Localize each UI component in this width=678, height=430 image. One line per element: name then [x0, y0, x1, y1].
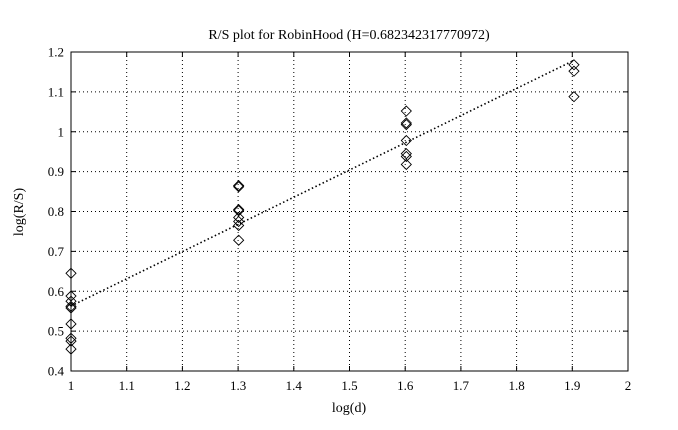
data-point [400, 148, 412, 160]
x-tick-label: 1.8 [508, 378, 524, 393]
data-point [568, 65, 580, 77]
data-point [65, 295, 77, 307]
data-point [400, 150, 412, 163]
x-tick-label: 1.1 [119, 378, 135, 393]
y-tick-label: 0.9 [48, 164, 64, 179]
data-point [233, 219, 245, 232]
data-point [233, 203, 245, 216]
data-point [568, 59, 580, 71]
chart-title: R/S plot for RobinHood (H=0.682342317770… [208, 28, 490, 43]
y-tick-label: 0.6 [48, 284, 65, 299]
y-tick-label: 0.5 [48, 324, 64, 339]
fit-line [70, 59, 575, 307]
fit-lines [70, 59, 575, 307]
y-axis-label: log(R/S) [12, 188, 27, 237]
data-point [233, 234, 245, 246]
data-point [400, 158, 412, 171]
y-tick-label: 0.4 [48, 364, 65, 379]
x-tick-label: 1.2 [174, 378, 190, 393]
data-point [400, 134, 412, 147]
data-point [233, 181, 245, 193]
ticks [70, 51, 629, 372]
data-point [400, 117, 412, 129]
data-point [65, 300, 77, 313]
x-tick-label: 1.9 [564, 378, 580, 393]
x-tick-label: 2 [625, 378, 632, 393]
tick-labels: 1 1.1 1.2 1.3 1.4 1.5 1.6 1.7 1.8 1.9 2 0.4 0.5 0.6 0.… [48, 45, 632, 394]
grid [71, 52, 628, 371]
data-point [65, 267, 77, 279]
plot-frame [70, 51, 629, 372]
data-point [233, 211, 245, 224]
data-point [65, 332, 77, 344]
x-tick-label: 1.3 [230, 378, 246, 393]
data-point [65, 335, 77, 347]
data-point [400, 118, 412, 131]
x-axis-label: log(d) [332, 401, 367, 416]
data-point [65, 302, 77, 314]
x-tick-label: 1 [68, 378, 75, 393]
data-point [65, 318, 77, 330]
x-tick-label: 1.5 [341, 378, 357, 393]
data-point [233, 215, 245, 228]
x-tick-label: 1.4 [286, 378, 303, 393]
x-tick-label: 1.6 [397, 378, 414, 393]
x-tick-label: 1.7 [453, 378, 470, 393]
data-point [233, 205, 245, 217]
data-point [233, 179, 245, 192]
data-point [568, 91, 580, 103]
y-tick-label: 0.8 [48, 204, 64, 219]
data-point [400, 105, 412, 117]
y-tick-label: 1.1 [48, 84, 64, 99]
y-tick-label: 0.7 [48, 244, 65, 259]
y-tick-label: 1.2 [48, 45, 64, 60]
y-tick-label: 1 [58, 124, 65, 139]
data-markers [65, 59, 580, 355]
data-point [65, 343, 77, 355]
